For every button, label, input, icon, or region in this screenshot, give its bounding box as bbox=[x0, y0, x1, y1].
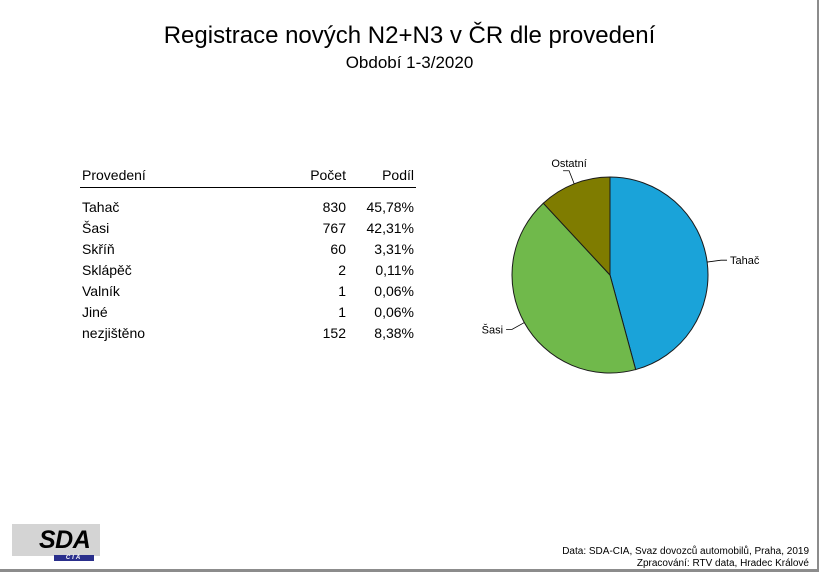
column-header-pocet: Počet bbox=[284, 165, 348, 188]
row-share: 0,06% bbox=[374, 303, 414, 320]
table-row: Sklápěč 2 0,11% bbox=[80, 259, 416, 280]
pie-leader-line-ostatni bbox=[563, 170, 575, 184]
source-line-processing: Zpracování: RTV data, Hradec Králové bbox=[636, 558, 809, 569]
source-line-data: Data: SDA-CIA, Svaz dovozců automobilů, … bbox=[562, 546, 809, 557]
logo-text: SDA bbox=[39, 526, 91, 554]
row-count: 152 bbox=[322, 324, 346, 341]
table-row: Tahač 830 45,78% bbox=[80, 188, 416, 218]
row-count: 1 bbox=[338, 282, 346, 299]
row-label: Šasi bbox=[82, 219, 110, 236]
row-label: nezjištěno bbox=[82, 324, 146, 341]
row-label: Tahač bbox=[82, 198, 120, 215]
pie-label-tahac: Tahač bbox=[730, 255, 760, 267]
row-count: 1 bbox=[338, 303, 346, 320]
row-count: 60 bbox=[330, 240, 346, 257]
frame-border-bottom bbox=[0, 569, 819, 572]
row-share: 0,06% bbox=[374, 282, 414, 299]
pie-slice-ostatni bbox=[542, 176, 611, 277]
row-share: 0,11% bbox=[375, 261, 414, 278]
row-label: Sklápěč bbox=[82, 261, 132, 278]
table-row: Šasi 767 42,31% bbox=[80, 217, 416, 238]
row-label: Skříň bbox=[82, 240, 115, 257]
logo-subtext: CIA bbox=[65, 555, 83, 561]
pie-slice-tahac bbox=[609, 176, 709, 371]
row-count: 830 bbox=[322, 198, 346, 215]
logo-bar bbox=[54, 555, 94, 561]
row-share: 8,38% bbox=[374, 324, 414, 341]
data-table: Provedení Počet Podíl Tahač 830 45,78% Š… bbox=[80, 165, 416, 343]
pie-label-sasi: Šasi bbox=[482, 323, 503, 336]
table-row: Jiné 1 0,06% bbox=[80, 301, 416, 322]
table-header-row: Provedení Počet Podíl bbox=[80, 165, 416, 188]
source-note: Data: SDA-CIA, Svaz dovozců automobilů, … bbox=[562, 546, 809, 570]
frame-border-right bbox=[817, 0, 819, 572]
chart-title: Registrace nových N2+N3 v ČR dle provede… bbox=[163, 22, 656, 49]
table-row: Skříň 60 3,31% bbox=[80, 238, 416, 259]
logo-background bbox=[12, 524, 100, 556]
pie-leader-line-tahac bbox=[707, 259, 728, 263]
row-count: 2 bbox=[338, 261, 346, 278]
table-row: nezjištěno 152 8,38% bbox=[80, 322, 416, 343]
pie-leader-line-sasi bbox=[506, 322, 525, 330]
row-share: 45,78% bbox=[366, 198, 414, 215]
column-header-provedeni: Provedení bbox=[80, 165, 284, 188]
row-label: Jiné bbox=[82, 303, 108, 320]
sda-logo: SDA CIA bbox=[12, 524, 100, 561]
row-share: 3,31% bbox=[374, 240, 414, 257]
row-label: Valník bbox=[82, 282, 120, 299]
column-header-podil: Podíl bbox=[348, 165, 416, 188]
pie-label-ostatni: Ostatní bbox=[551, 158, 586, 170]
pie-chart: Tahač Šasi Ostatní bbox=[482, 158, 760, 374]
row-count: 767 bbox=[322, 219, 346, 236]
row-share: 42,31% bbox=[366, 219, 414, 236]
table-row: Valník 1 0,06% bbox=[80, 280, 416, 301]
chart-subtitle: Období 1-3/2020 bbox=[345, 53, 474, 72]
